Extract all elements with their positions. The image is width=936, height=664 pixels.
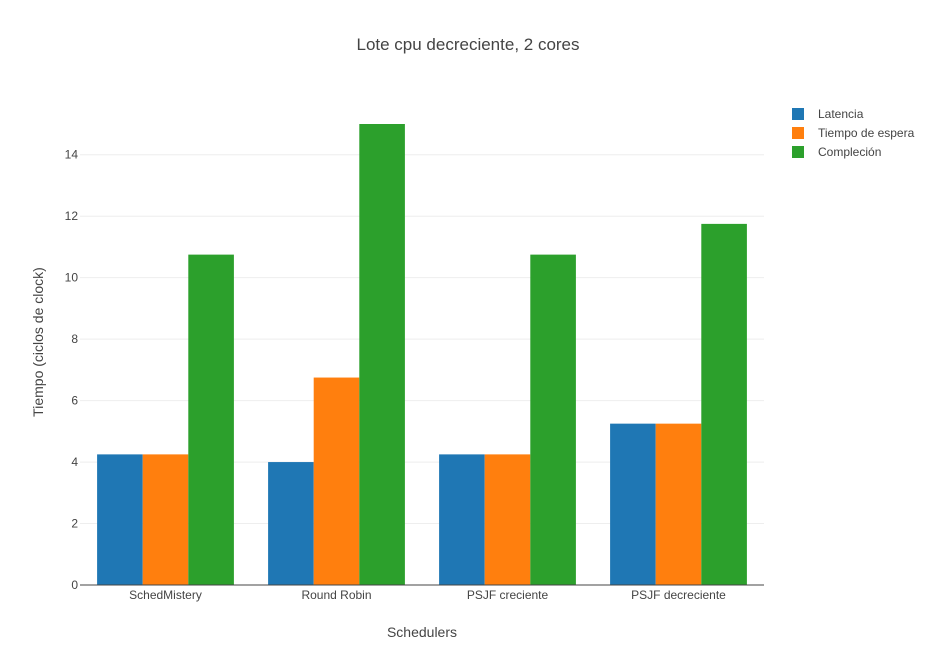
x-tick-label: Round Robin	[301, 588, 371, 602]
legend-item[interactable]: Tiempo de espera	[792, 126, 915, 140]
bar-compleci-n-0	[188, 254, 234, 585]
y-tick-label: 14	[65, 148, 79, 162]
bar-tiempo-de-espera-3	[655, 423, 702, 585]
legend: Latencia Tiempo de espera Compleción	[792, 107, 915, 159]
legend-swatch	[792, 127, 804, 139]
bar-compleci-n-2	[530, 254, 576, 585]
x-tick-label: PSJF creciente	[467, 588, 549, 602]
bars	[97, 124, 747, 585]
bar-latencia-0	[97, 454, 143, 585]
y-tick-labels: 0 2 4 6 8 10 12 14	[65, 148, 79, 592]
x-axis-title: Schedulers	[387, 624, 457, 640]
legend-swatch	[792, 146, 804, 158]
y-tick-label: 4	[71, 455, 78, 469]
bar-latencia-2	[439, 454, 485, 585]
bar-latencia-1	[268, 462, 314, 585]
legend-swatch	[792, 108, 804, 120]
y-tick-label: 10	[65, 271, 79, 285]
x-tick-labels: SchedMistery Round Robin PSJF creciente PSJ…	[129, 588, 726, 602]
y-tick-label: 2	[71, 517, 78, 531]
legend-item[interactable]: Latencia	[792, 107, 864, 121]
y-axis-title: Tiempo (ciclos de clock)	[30, 267, 46, 417]
bar-compleci-n-3	[701, 223, 747, 585]
y-tick-label: 0	[71, 578, 78, 592]
y-tick-label: 12	[65, 209, 79, 223]
bar-latencia-3	[610, 423, 656, 585]
bar-tiempo-de-espera-0	[142, 454, 189, 585]
legend-label: Tiempo de espera	[818, 126, 915, 140]
legend-label: Compleción	[818, 145, 881, 159]
bar-tiempo-de-espera-2	[484, 454, 531, 585]
chart-title: Lote cpu decreciente, 2 cores	[356, 35, 579, 54]
x-tick-label: SchedMistery	[129, 588, 202, 602]
legend-label: Latencia	[818, 107, 864, 121]
bar-tiempo-de-espera-1	[313, 377, 360, 585]
legend-item[interactable]: Compleción	[792, 145, 881, 159]
bar-compleci-n-1	[359, 124, 405, 585]
y-tick-label: 6	[71, 394, 78, 408]
y-tick-label: 8	[71, 332, 78, 346]
x-tick-label: PSJF decreciente	[631, 588, 726, 602]
